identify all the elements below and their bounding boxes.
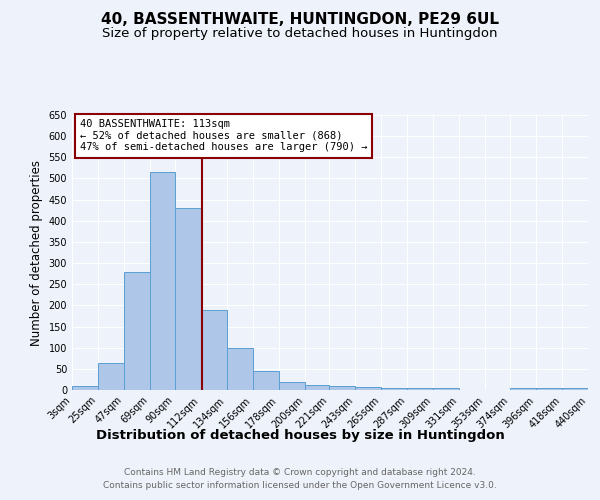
Bar bbox=[433, 388, 459, 390]
Text: Contains public sector information licensed under the Open Government Licence v3: Contains public sector information licen… bbox=[103, 480, 497, 490]
Text: Distribution of detached houses by size in Huntingdon: Distribution of detached houses by size … bbox=[95, 428, 505, 442]
Bar bbox=[510, 388, 536, 390]
Bar bbox=[562, 388, 588, 390]
Text: 40, BASSENTHWAITE, HUNTINGDON, PE29 6UL: 40, BASSENTHWAITE, HUNTINGDON, PE29 6UL bbox=[101, 12, 499, 28]
Bar bbox=[98, 362, 124, 390]
Bar bbox=[278, 382, 305, 390]
Text: Contains HM Land Registry data © Crown copyright and database right 2024.: Contains HM Land Registry data © Crown c… bbox=[124, 468, 476, 477]
Text: Size of property relative to detached houses in Huntingdon: Size of property relative to detached ho… bbox=[102, 28, 498, 40]
Bar bbox=[329, 386, 355, 390]
Bar bbox=[124, 272, 150, 390]
Bar bbox=[227, 348, 253, 390]
Bar bbox=[407, 388, 433, 390]
Bar bbox=[382, 388, 407, 390]
Bar bbox=[175, 208, 201, 390]
Bar bbox=[72, 386, 98, 390]
Bar bbox=[305, 385, 329, 390]
Bar bbox=[150, 172, 175, 390]
Text: 40 BASSENTHWAITE: 113sqm
← 52% of detached houses are smaller (868)
47% of semi-: 40 BASSENTHWAITE: 113sqm ← 52% of detach… bbox=[80, 119, 367, 152]
Bar bbox=[201, 310, 227, 390]
Bar bbox=[253, 371, 278, 390]
Bar bbox=[536, 388, 562, 390]
Bar bbox=[355, 388, 382, 390]
Y-axis label: Number of detached properties: Number of detached properties bbox=[30, 160, 43, 346]
